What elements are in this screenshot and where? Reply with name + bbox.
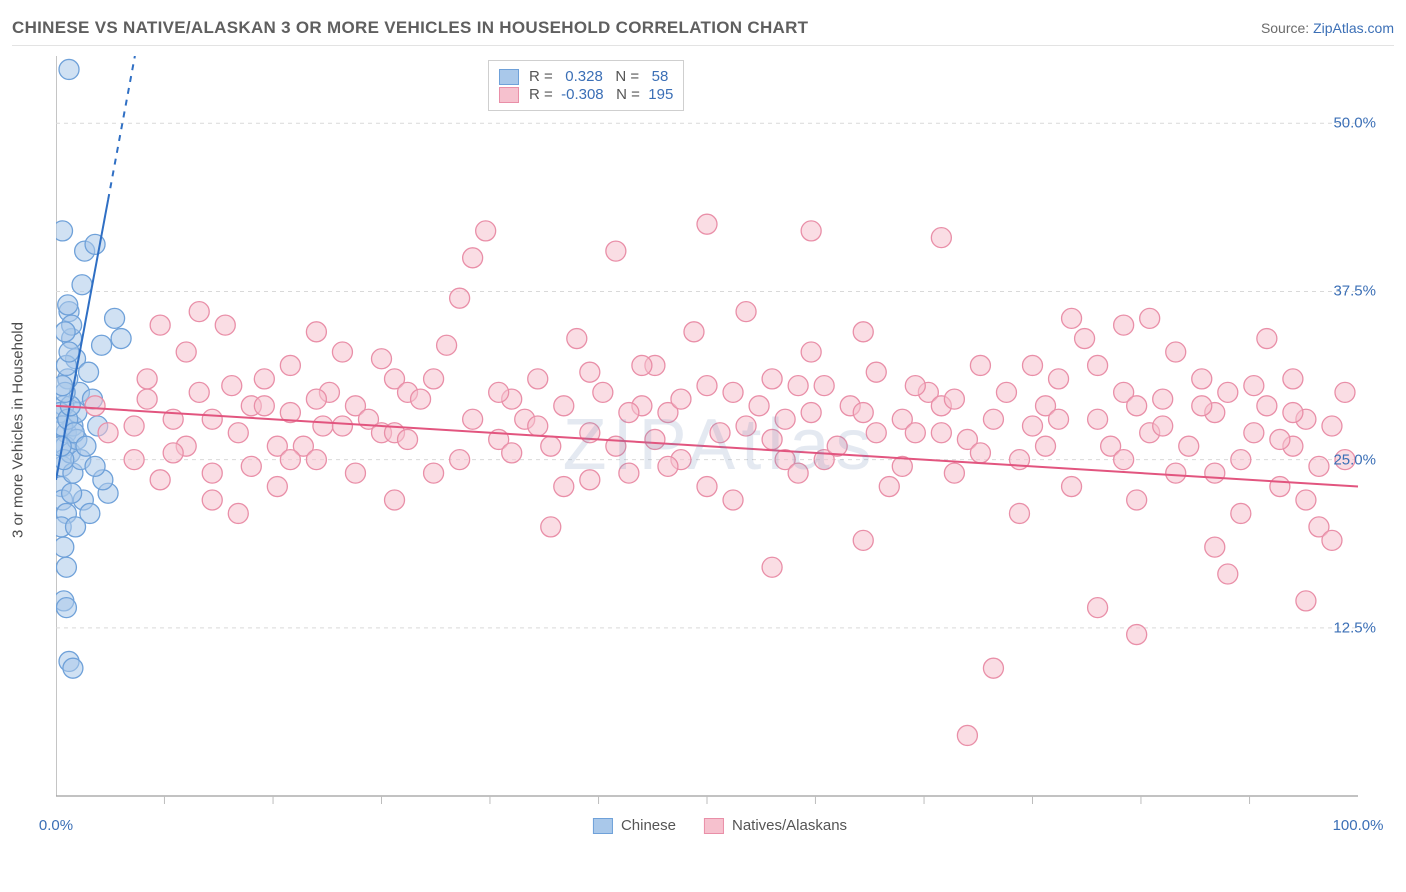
y-tick: 37.5% bbox=[1333, 283, 1376, 300]
plot-area: ZIPAtlas R = 0.328 N = 58R = -0.308 N = … bbox=[56, 56, 1384, 834]
source-label: Source: bbox=[1261, 20, 1309, 36]
header-rule bbox=[12, 45, 1394, 46]
legend-item: Chinese bbox=[593, 817, 676, 834]
scatter-chart bbox=[56, 56, 1384, 834]
y-axis-label: 3 or more Vehicles in Household bbox=[10, 322, 27, 538]
legend-label: Natives/Alaskans bbox=[732, 817, 847, 834]
source-link[interactable]: ZipAtlas.com bbox=[1313, 20, 1394, 36]
corr-legend-row: R = -0.308 N = 195 bbox=[499, 86, 673, 103]
legend-swatch bbox=[499, 87, 519, 103]
x-tick: 0.0% bbox=[39, 817, 73, 834]
chart-title: CHINESE VS NATIVE/ALASKAN 3 OR MORE VEHI… bbox=[12, 18, 808, 38]
legend-swatch bbox=[704, 818, 724, 834]
series-legend: Chinese Natives/Alaskans bbox=[593, 817, 847, 834]
legend-swatch bbox=[593, 818, 613, 834]
y-tick: 50.0% bbox=[1333, 115, 1376, 132]
legend-item: Natives/Alaskans bbox=[704, 817, 847, 834]
source: Source: ZipAtlas.com bbox=[1261, 20, 1394, 36]
legend-label: Chinese bbox=[621, 817, 676, 834]
correlation-legend: R = 0.328 N = 58R = -0.308 N = 195 bbox=[488, 60, 684, 111]
corr-legend-text: R = 0.328 N = 58 bbox=[529, 68, 668, 85]
x-tick: 100.0% bbox=[1333, 817, 1384, 834]
legend-swatch bbox=[499, 69, 519, 85]
header-bar: CHINESE VS NATIVE/ALASKAN 3 OR MORE VEHI… bbox=[12, 18, 1394, 38]
y-tick: 12.5% bbox=[1333, 619, 1376, 636]
corr-legend-text: R = -0.308 N = 195 bbox=[529, 86, 673, 103]
y-tick: 25.0% bbox=[1333, 451, 1376, 468]
corr-legend-row: R = 0.328 N = 58 bbox=[499, 68, 673, 85]
